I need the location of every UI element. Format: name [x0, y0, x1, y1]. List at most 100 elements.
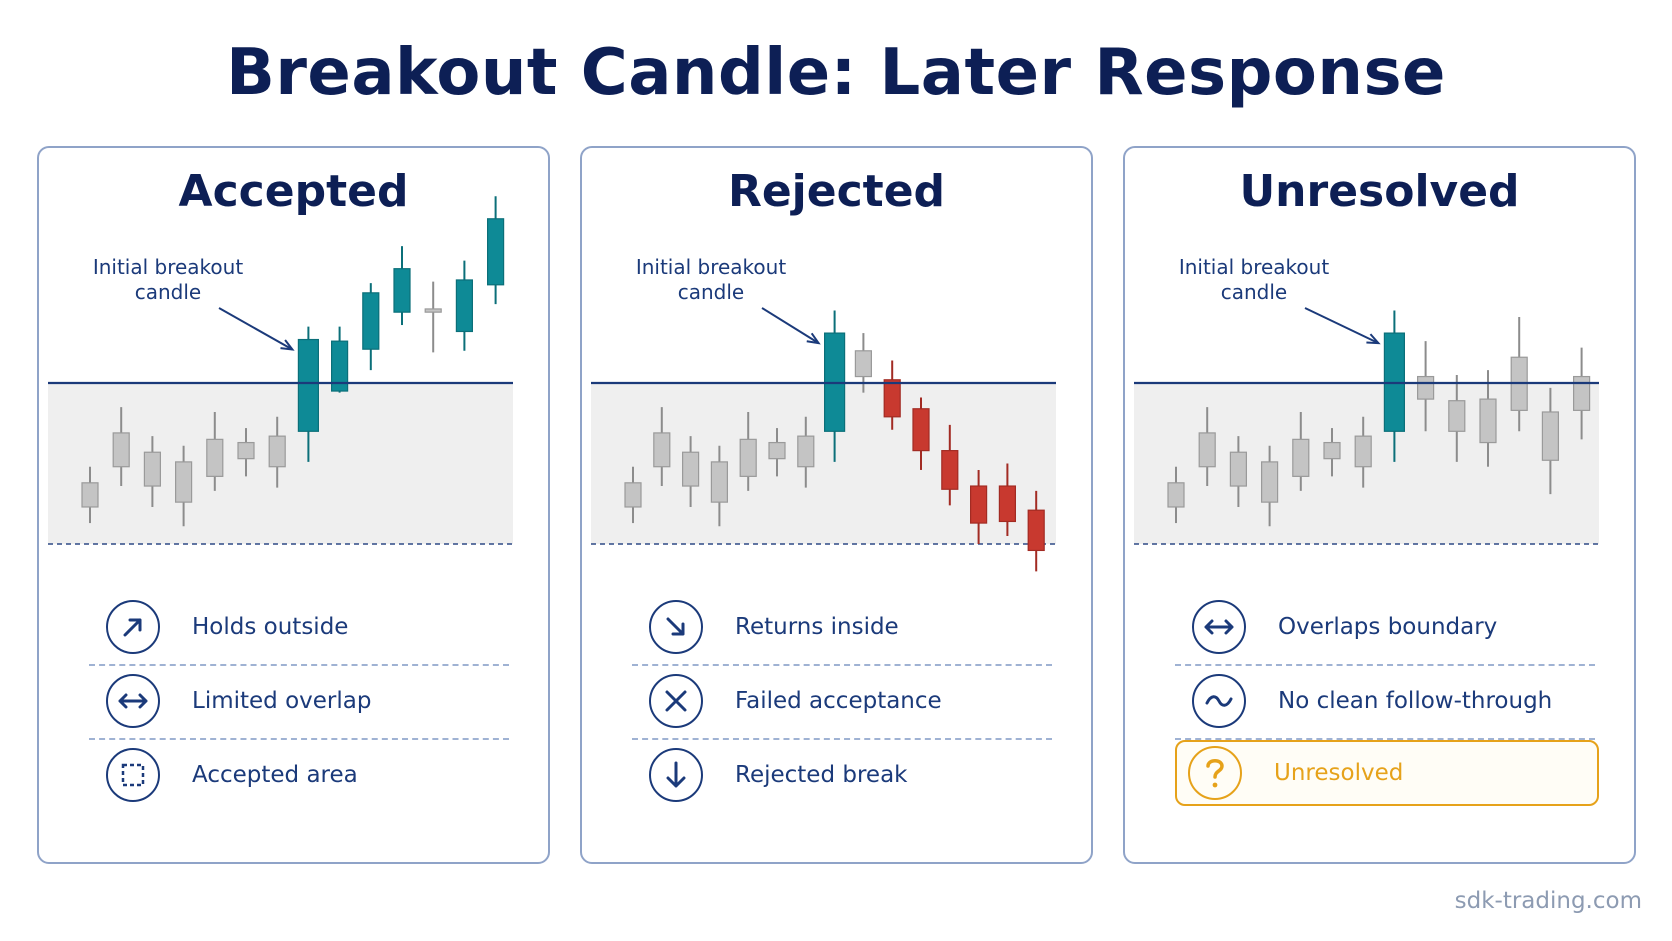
candle-body	[1292, 438, 1310, 477]
candle	[487, 196, 505, 305]
annotation-line-2: candle	[1221, 280, 1287, 304]
candle-body	[112, 432, 130, 468]
candle-body	[1198, 432, 1216, 468]
list-item: Holds outside	[89, 588, 509, 666]
annotation-arrow	[218, 307, 293, 351]
candle-body	[768, 441, 786, 460]
breakout-candle	[297, 326, 319, 462]
list-item: Rejected break	[632, 736, 1052, 814]
candle-body	[487, 218, 505, 286]
dashed-square-icon	[106, 748, 160, 802]
candle-body	[143, 451, 162, 487]
list-item: Limited overlap	[89, 662, 509, 740]
candle-body	[912, 408, 930, 452]
candle-body	[739, 438, 757, 477]
candle	[624, 466, 642, 524]
candle	[681, 436, 700, 507]
arrow-up-right-icon	[106, 600, 160, 654]
candle-body	[237, 441, 255, 460]
candle	[1229, 436, 1248, 507]
candle-body	[393, 268, 411, 313]
candle	[1292, 411, 1310, 491]
candle	[393, 246, 411, 326]
list-item: No clean follow-through	[1175, 662, 1595, 740]
candle	[206, 411, 224, 491]
candle	[1198, 407, 1216, 487]
candle	[1573, 347, 1591, 440]
panel-unresolved: Unresolved Initial breakout candle Overla…	[1123, 146, 1636, 864]
candle	[768, 428, 786, 477]
item-label: Failed acceptance	[735, 688, 942, 714]
annotation-line-2: candle	[678, 280, 744, 304]
candle	[854, 333, 872, 393]
candle	[455, 260, 473, 351]
candle-body	[653, 432, 671, 468]
candle-body	[1417, 375, 1435, 400]
candle-body	[1573, 375, 1591, 411]
candle	[268, 416, 286, 488]
candle	[998, 463, 1016, 536]
candle	[112, 407, 130, 487]
item-label: Unresolved	[1274, 760, 1404, 786]
candle-body	[710, 461, 728, 503]
candle	[797, 416, 815, 488]
candle-body	[1027, 509, 1045, 552]
panel-accepted: Accepted Initial breakout candle Holds ou…	[37, 146, 550, 864]
candle-body	[268, 435, 286, 468]
candle-body	[1354, 435, 1372, 468]
candle	[739, 411, 757, 491]
candle	[424, 281, 442, 353]
candle	[1354, 416, 1372, 488]
panel-rejected: Rejected Initial breakout candle Returns …	[580, 146, 1093, 864]
candle-body	[998, 485, 1016, 523]
candle	[970, 469, 988, 544]
list-item: Failed acceptance	[632, 662, 1052, 740]
candle	[237, 428, 255, 477]
candle-body	[1323, 441, 1341, 460]
annotation-line-1: Initial breakout	[93, 255, 244, 279]
unresolved-status-box: Unresolved	[1175, 740, 1599, 806]
candle	[912, 397, 930, 470]
candle	[81, 466, 99, 524]
panel-title: Rejected	[727, 166, 946, 217]
candle	[1027, 490, 1045, 572]
double-arrow-horizontal-icon	[106, 674, 160, 728]
candle	[941, 424, 959, 506]
candle-body	[455, 279, 473, 333]
candle-body	[297, 338, 319, 432]
candle-body	[81, 482, 99, 508]
x-icon	[649, 674, 703, 728]
candle-body	[624, 482, 642, 508]
arrow-down-right-icon	[649, 600, 703, 654]
candle	[1167, 466, 1185, 524]
item-label: Accepted area	[192, 762, 358, 788]
candle-body	[970, 485, 988, 524]
candle-body	[854, 350, 872, 378]
question-mark-icon	[1188, 746, 1242, 800]
candle	[331, 326, 349, 393]
annotation-arrow	[1304, 307, 1379, 344]
annotation-line-2: candle	[135, 280, 201, 304]
annotation-arrowhead	[806, 332, 821, 345]
list-item: Overlaps boundary	[1175, 588, 1595, 666]
candle	[1261, 445, 1279, 527]
list-item: Returns inside	[632, 588, 1052, 666]
item-label: Holds outside	[192, 614, 349, 640]
candle	[1541, 387, 1559, 495]
candle	[143, 436, 162, 507]
annotation-arrowhead	[280, 339, 295, 351]
item-label: Limited overlap	[192, 688, 372, 714]
candle-body	[1167, 482, 1185, 508]
candle	[883, 360, 901, 430]
annotation-line-1: Initial breakout	[636, 255, 787, 279]
candle	[1479, 370, 1497, 467]
candle	[710, 445, 728, 527]
annotation-arrow	[761, 307, 820, 344]
candle-body	[424, 308, 442, 313]
candle-body	[1479, 398, 1497, 444]
double-arrow-horizontal-icon	[1192, 600, 1246, 654]
watermark: sdk-trading.com	[1454, 888, 1642, 914]
candle-body	[883, 379, 901, 418]
candle-body	[362, 292, 380, 350]
